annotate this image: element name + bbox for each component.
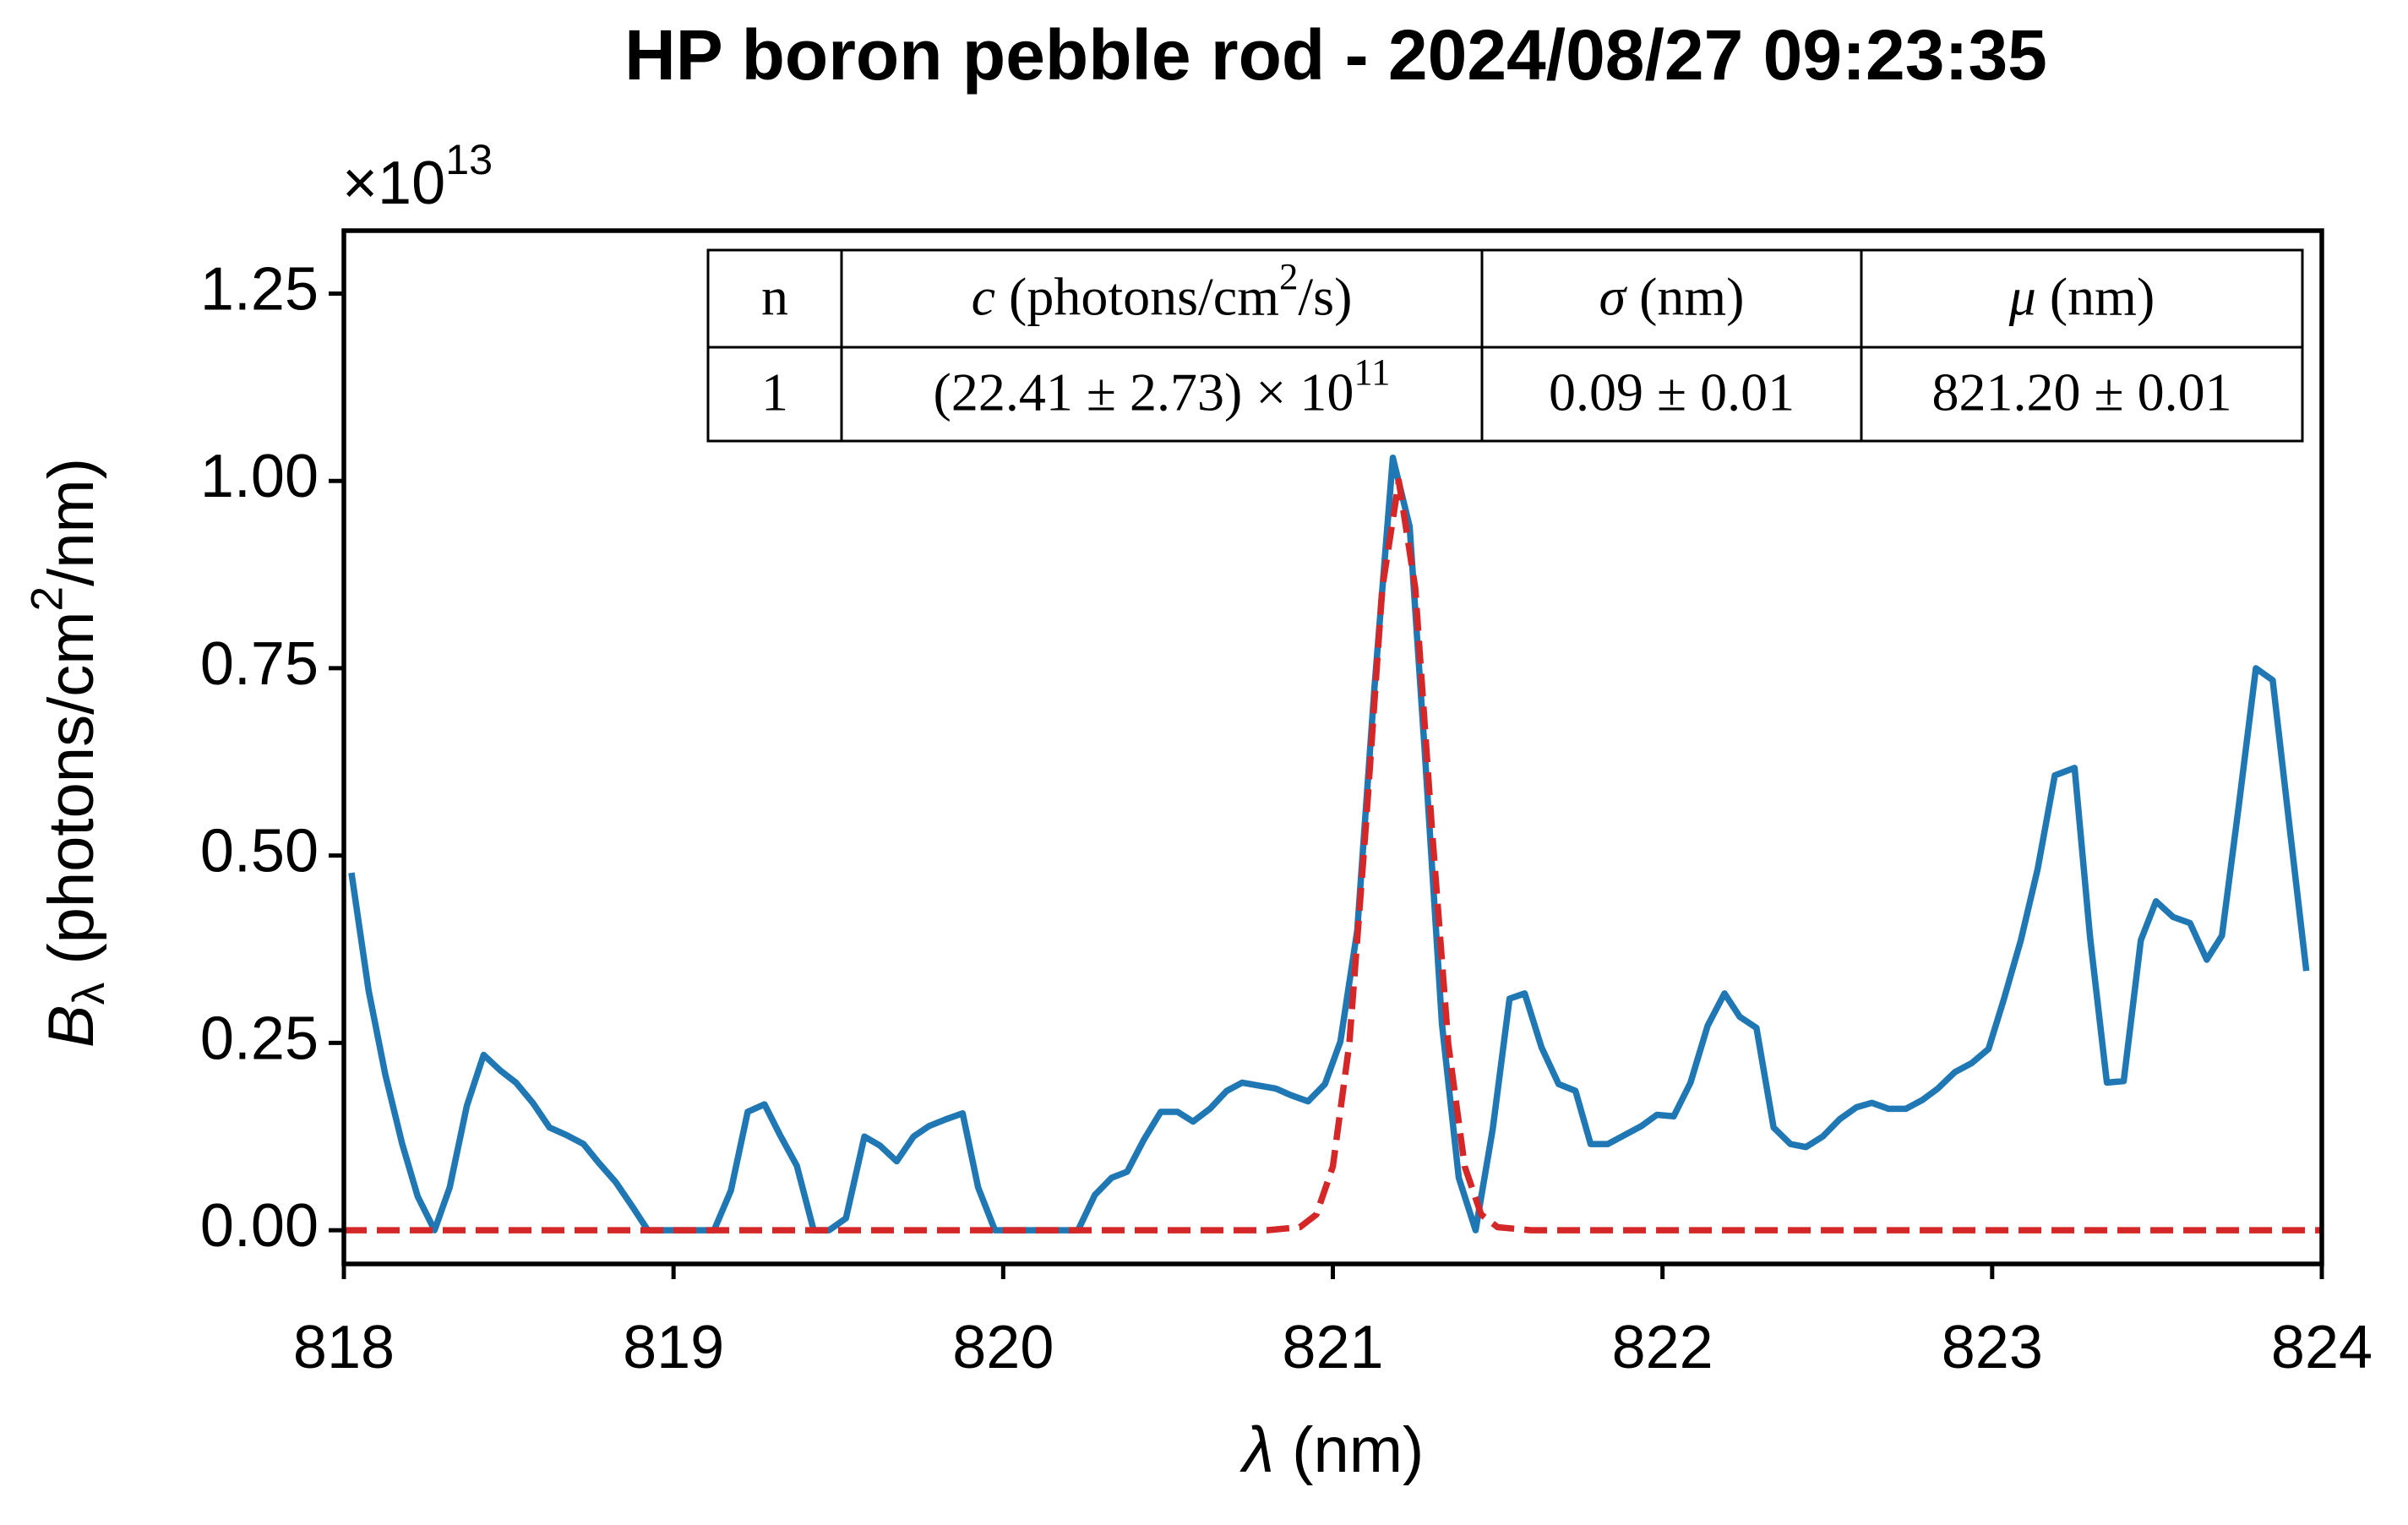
y-tick-label: 1.00: [200, 443, 319, 510]
text-segment: B: [35, 1005, 107, 1048]
table-cell: (22.41 ± 2.73) × 1011: [934, 351, 1391, 422]
x-tick-label: 823: [1942, 1314, 2043, 1381]
text-segment: c: [972, 266, 995, 326]
x-axis-label: λ (nm): [1239, 1414, 1425, 1486]
y-tick-label: 0.50: [200, 818, 319, 885]
text-segment: λ: [64, 982, 114, 1005]
series-line: [348, 454, 2310, 1234]
table-cell: 1: [761, 362, 788, 422]
text-segment: σ: [1599, 266, 1628, 326]
x-tick-label: 819: [623, 1314, 724, 1381]
text-segment: λ: [1239, 1414, 1274, 1486]
text-segment: (nm): [1274, 1414, 1424, 1486]
x-tick-label: 824: [2271, 1314, 2373, 1381]
text-segment: 821.20 ± 0.01: [1931, 362, 2231, 422]
text-segment: 13: [445, 136, 493, 184]
text-segment: ×10: [342, 150, 445, 217]
plot-area: [344, 454, 2322, 1234]
y-tick-label: 1.25: [200, 256, 319, 324]
text-segment: n: [761, 266, 788, 326]
text-segment: /s): [1298, 266, 1352, 326]
y-tick-label: 0.75: [200, 630, 319, 698]
text-segment: /nm): [35, 458, 107, 586]
x-tick-label: 822: [1612, 1314, 1713, 1381]
text-segment: 0.09 ± 0.01: [1549, 362, 1795, 422]
table-cell: n: [761, 266, 788, 326]
text-segment: (photons/cm: [35, 611, 107, 982]
text-segment: (photons/cm: [995, 266, 1279, 326]
text-segment: μ: [2008, 266, 2036, 326]
x-tick-label: 821: [1282, 1314, 1383, 1381]
x-tick-label: 820: [952, 1314, 1054, 1381]
x-tick-label: 818: [293, 1314, 395, 1381]
table-bg: [706, 248, 2304, 443]
chart-title: HP boron pebble rod - 2024/08/27 09:23:3…: [624, 15, 2047, 95]
y-tick-label: 0.00: [200, 1192, 319, 1260]
table-cell: 0.09 ± 0.01: [1549, 362, 1795, 422]
text-segment: 11: [1354, 351, 1390, 393]
text-segment: (22.41 ± 2.73) × 10: [934, 362, 1354, 422]
y-axis-label: Bλ (photons/cm2/nm): [23, 458, 114, 1048]
table-cell: 821.20 ± 0.01: [1931, 362, 2231, 422]
table-cell: μ (nm): [2008, 266, 2155, 326]
axes-frame: [341, 228, 2324, 1266]
series-line: [344, 477, 2322, 1234]
y-offset-label: ×1013: [342, 136, 493, 218]
y-tick-label: 0.25: [200, 1005, 319, 1072]
table-cell: c (photons/cm2/s): [972, 255, 1353, 326]
text-segment: (nm): [1626, 266, 1744, 326]
text-segment: 1: [761, 362, 788, 422]
table-cell: σ (nm): [1599, 266, 1745, 326]
text-segment: (nm): [2036, 266, 2155, 326]
text-segment: 2: [1279, 255, 1298, 297]
text-segment: 2: [23, 586, 73, 612]
